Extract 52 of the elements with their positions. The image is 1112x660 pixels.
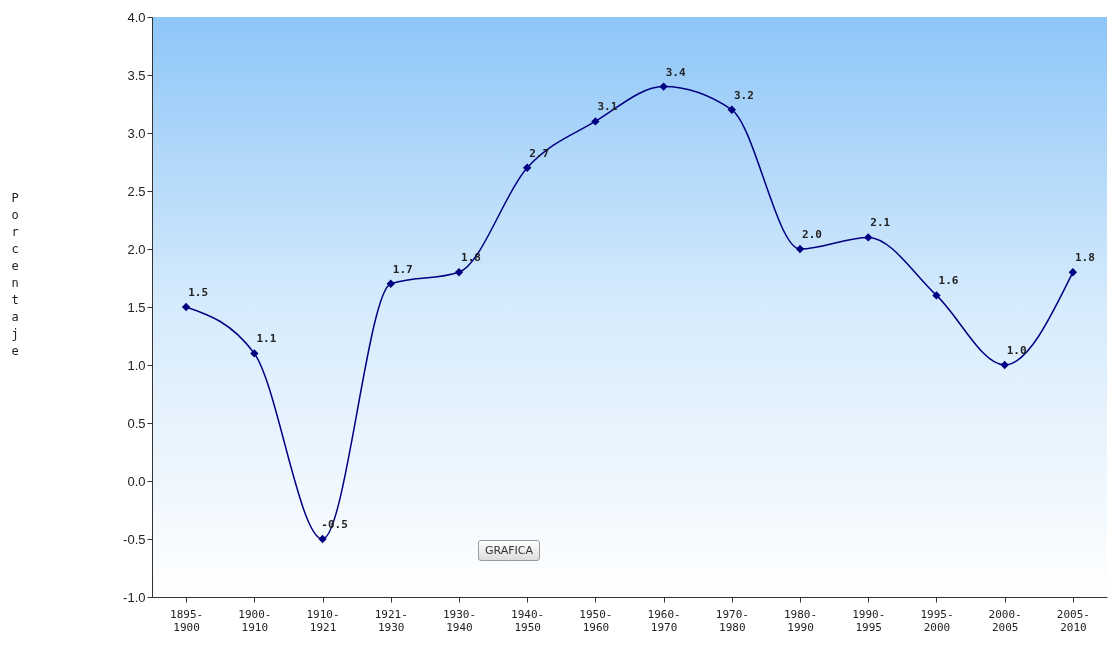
x-tick-label: 1940-1950 [511,607,545,634]
x-tick-label: 1960-1970 [647,607,681,634]
text: Porcentaje [11,191,19,358]
y-tick-label: 0.5 [127,415,146,431]
data-label: 1.6 [938,274,959,288]
x-tick-label: 1980-1990 [783,607,818,634]
data-label: 3.4 [665,65,686,79]
data-label: 1.8 [1074,251,1095,265]
y-tick-label: 2.0 [127,241,146,257]
y-tick-label: -1.0 [123,589,146,605]
data-label: 1.7 [392,262,413,276]
point [250,349,259,358]
y-tick-label: -0.5 [123,531,146,547]
x-tick-label: 1950-1960 [579,607,613,634]
point [1000,360,1009,370]
point [454,268,464,277]
x-tick-label: 1995-2000 [920,607,954,634]
data-label: 3.1 [597,100,618,114]
y-tick-label: 3.0 [127,125,146,141]
data-label: 1.5 [188,286,209,299]
y-tick-label: 0.0 [127,473,146,489]
annotation: GRAFICA [478,540,541,561]
data-label: 3.2 [733,88,754,102]
point [523,163,532,172]
point [727,105,736,114]
point [659,82,668,91]
x-tick-label: 1990-1995 [852,607,886,634]
y-tick-label: 4.0 [127,9,146,25]
x-tick-label: 1921-1930 [374,607,408,634]
y-tick-label: 3.5 [127,67,146,83]
point [181,302,191,312]
x-tick-label: 1930-1940 [442,607,477,634]
point [318,534,327,544]
x-tick-label: 1970-1980 [715,607,749,634]
data-label: 2.0 [802,228,822,241]
y-tick-label: 1.5 [127,299,146,315]
x-tick-label: 1910-1921 [306,607,340,634]
data-label: 1.0 [1006,344,1027,357]
point [795,244,805,254]
x-tick-label: 2000-2005 [988,607,1022,634]
data-label: 1.1 [256,332,277,346]
x-tick-label: 2005-2010 [1056,607,1090,634]
point [932,291,941,300]
y-tick-label: 1.0 [127,357,146,373]
x-tick-label: 1900-1910 [238,607,272,634]
point [591,117,600,126]
point [386,279,395,288]
point [864,233,873,242]
data-label: 2.1 [870,216,891,230]
x-tick-label: 1895-1900 [170,607,204,634]
point [1068,268,1078,277]
y-tick-label: 2.5 [127,183,146,199]
